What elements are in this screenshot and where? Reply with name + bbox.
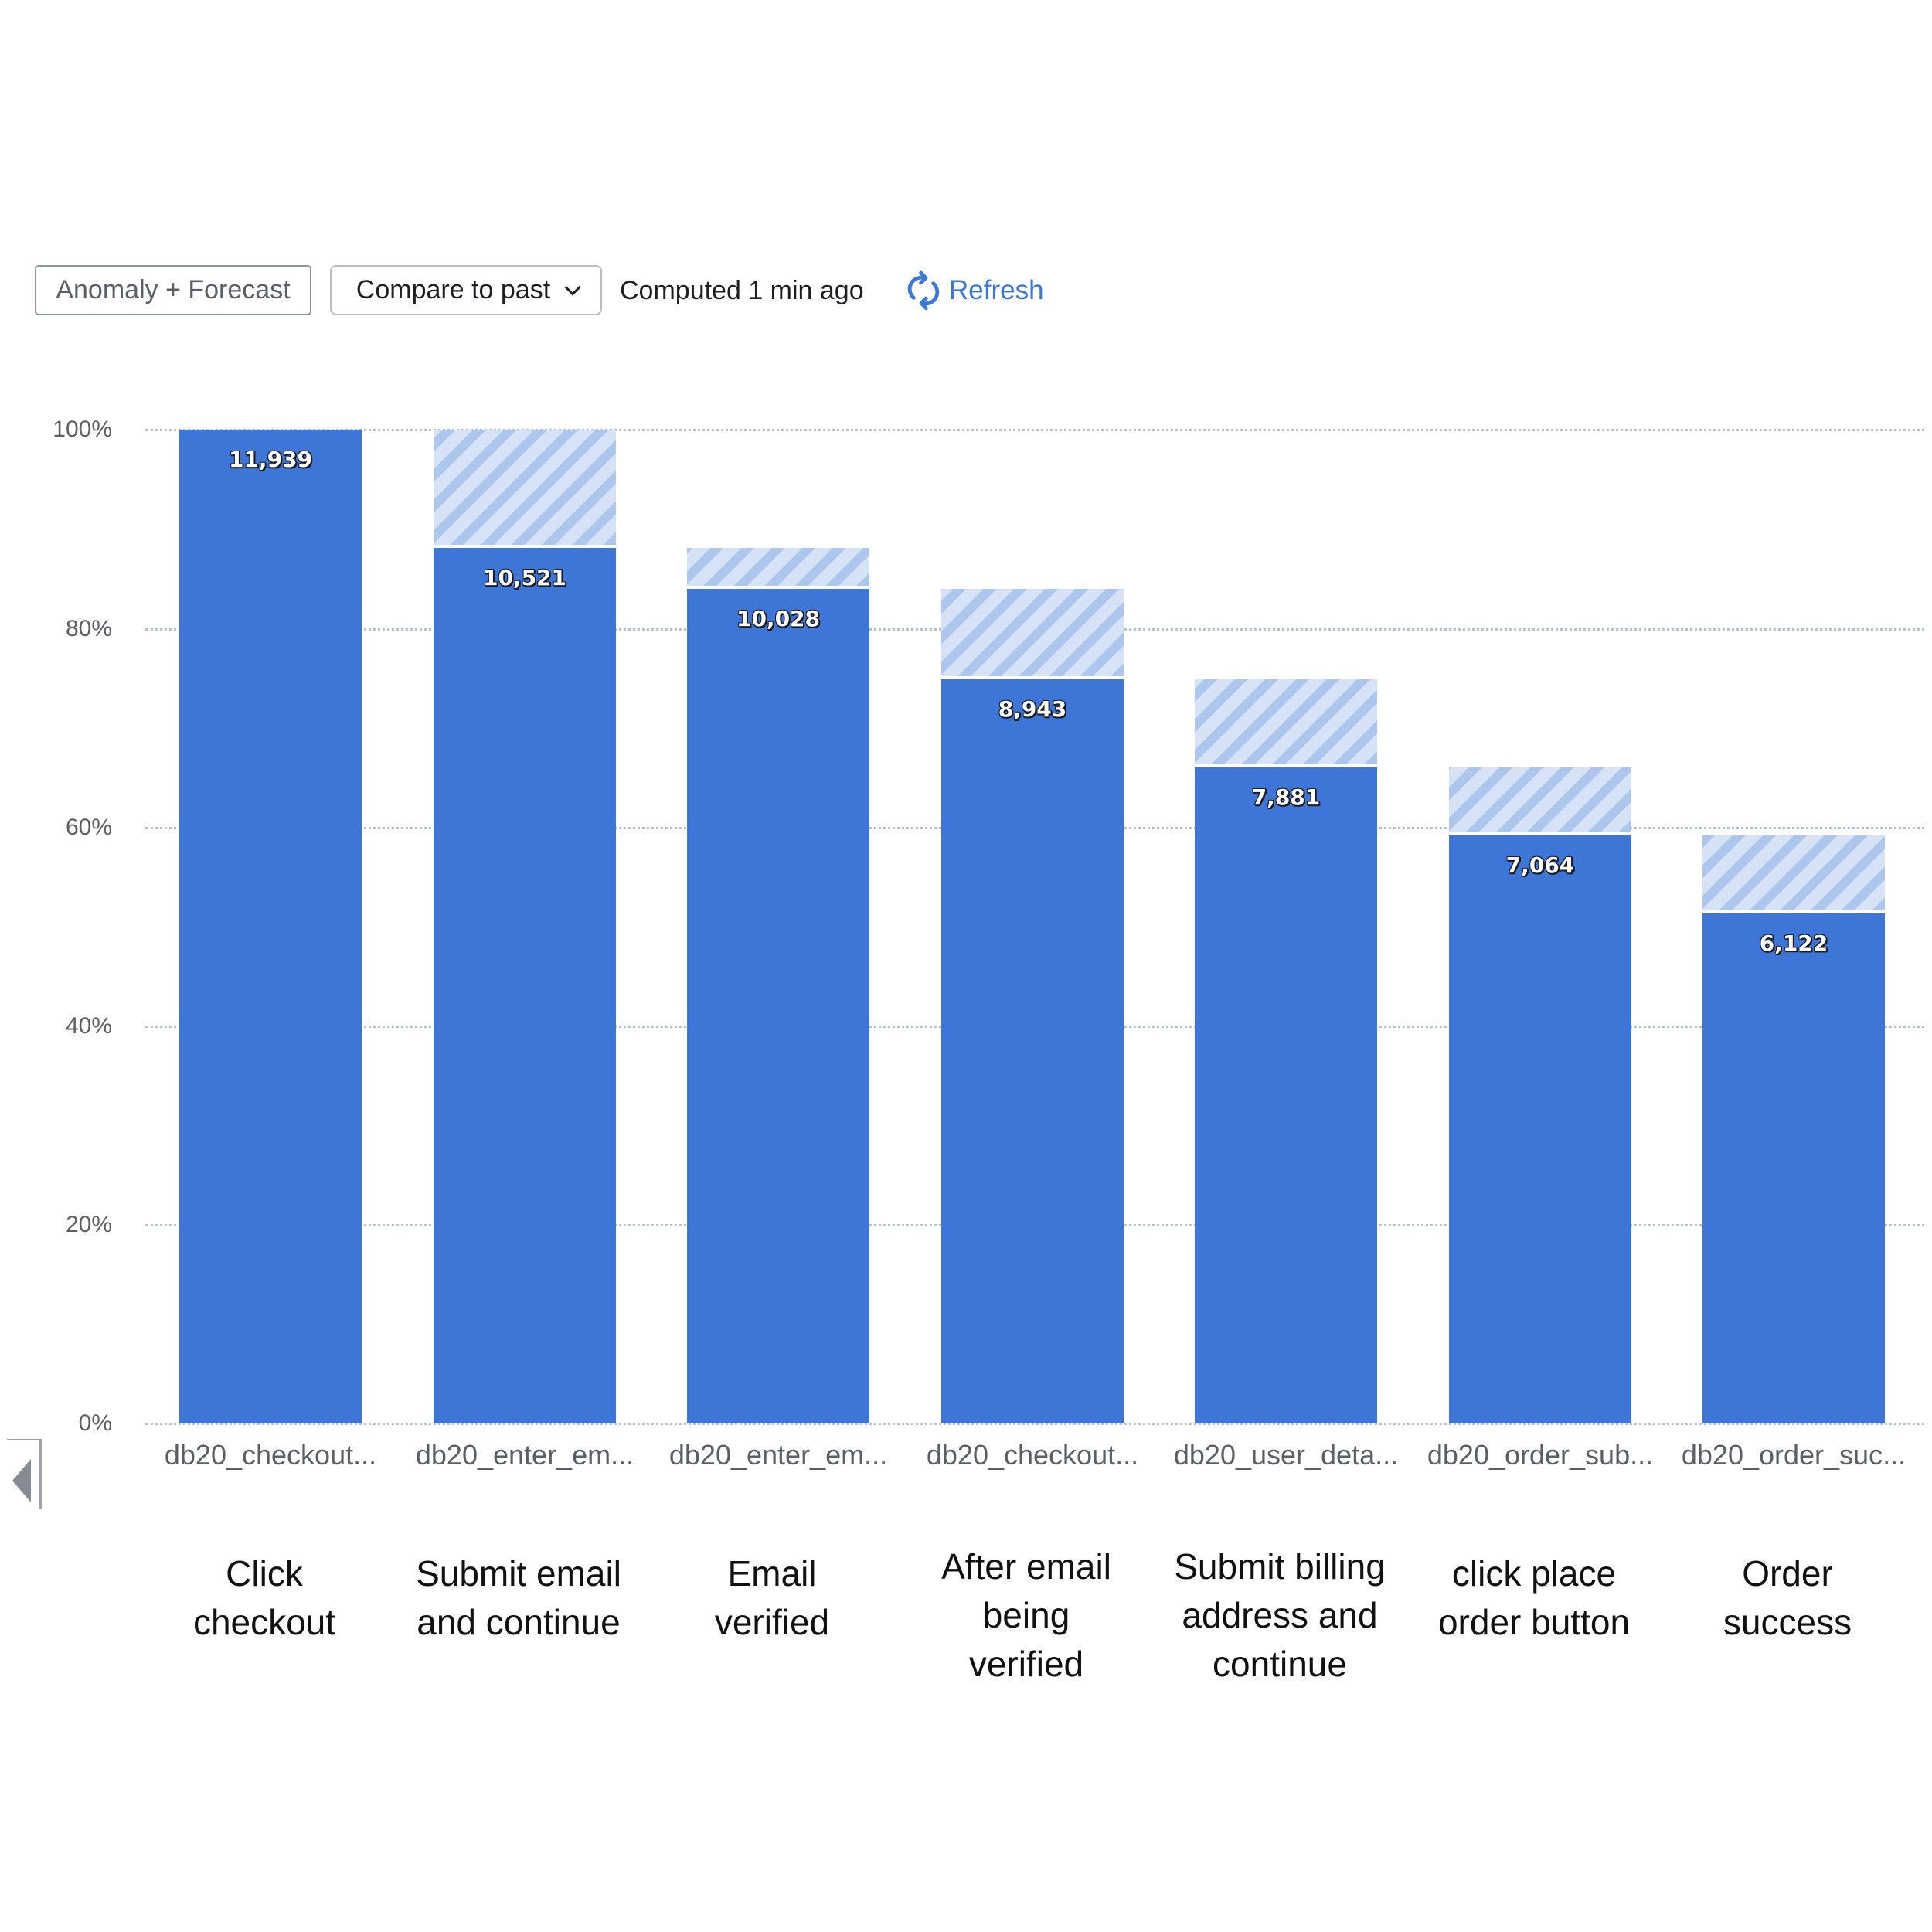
converted-segment[interactable]: 8,943	[941, 679, 1124, 1423]
refresh-button[interactable]: Refresh	[906, 269, 1044, 312]
step-description-line: Submit billing	[1174, 1546, 1386, 1587]
anomaly-forecast-label: Anomaly + Forecast	[56, 275, 291, 304]
step-description-line: Submit email	[416, 1553, 621, 1594]
x-axis-label[interactable]: db20_order_suc...	[1681, 1439, 1906, 1471]
compare-to-past-label: Compare to past	[355, 275, 551, 304]
refresh-icon	[907, 270, 940, 311]
step-description-line: verified	[714, 1602, 830, 1642]
chart-toolbar: Anomaly + Forecast Compare to past Compu…	[0, 0, 1932, 355]
step-description: Submit billing address and continue	[1156, 1543, 1403, 1689]
step-description-line: continue	[1213, 1644, 1347, 1684]
step-description-line: verified	[968, 1644, 1084, 1684]
step-description: Order success	[1664, 1549, 1911, 1647]
step-description: After email being verified	[903, 1543, 1150, 1689]
step-description-line: order button	[1437, 1602, 1631, 1642]
step-description: click place order button	[1410, 1549, 1658, 1647]
converted-segment[interactable]: 10,521	[434, 548, 616, 1423]
y-tick-0: 0%	[78, 1410, 112, 1436]
converted-segment[interactable]: 7,881	[1195, 767, 1377, 1423]
step-description-line: After email	[941, 1546, 1111, 1587]
bar-value-label: 6,122	[1759, 930, 1828, 957]
bar-value-label: 7,881	[1251, 784, 1321, 811]
dropoff-hatched-segment[interactable]	[1195, 679, 1377, 768]
y-tick-20: 20%	[65, 1212, 112, 1237]
converted-segment[interactable]: 11,939	[179, 430, 362, 1423]
step-description: Submit email and continue	[395, 1549, 642, 1647]
bar-value-label: 7,064	[1505, 852, 1575, 878]
compare-to-past-dropdown[interactable]: Compare to past	[330, 265, 602, 315]
x-axis-label[interactable]: db20_checkout...	[926, 1439, 1139, 1471]
y-tick-80: 80%	[65, 616, 112, 641]
converted-segment[interactable]: 6,122	[1702, 913, 1885, 1423]
y-tick-60: 60%	[65, 815, 112, 840]
step-description-line: Click	[226, 1553, 303, 1594]
chevron-down-icon	[564, 279, 581, 296]
y-tick-40: 40%	[65, 1013, 112, 1039]
step-description-line: success	[1723, 1602, 1852, 1642]
step-description: Click checkout	[141, 1549, 388, 1647]
anomaly-forecast-button[interactable]: Anomaly + Forecast	[35, 265, 311, 315]
step-description-line: checkout	[192, 1602, 336, 1642]
gridline-0	[145, 1423, 1924, 1425]
scroll-bracket	[7, 1439, 42, 1509]
converted-segment[interactable]: 7,064	[1449, 835, 1631, 1423]
step-description-line: Order	[1742, 1553, 1833, 1594]
bar-value-label: 8,943	[998, 696, 1067, 722]
step-description-line: click place	[1451, 1553, 1617, 1594]
scroll-left-button[interactable]	[7, 1439, 42, 1509]
bar-value-label: 10,028	[736, 605, 821, 631]
bar-value-label: 11,939	[228, 447, 313, 472]
x-axis-label[interactable]: db20_enter_em...	[668, 1439, 888, 1471]
caret-left-icon	[12, 1459, 31, 1502]
x-axis-label[interactable]: db20_user_deta...	[1173, 1439, 1399, 1471]
step-description: Email verified	[648, 1549, 896, 1647]
step-description-line: and continue	[417, 1602, 621, 1642]
dropoff-hatched-segment[interactable]	[941, 588, 1124, 679]
step-description-line: Email	[727, 1553, 817, 1594]
refresh-label: Refresh	[949, 275, 1044, 305]
step-description-line: being	[982, 1595, 1070, 1635]
x-axis-label[interactable]: db20_checkout...	[164, 1439, 377, 1471]
gridline-100	[145, 429, 1924, 431]
dropoff-hatched-segment[interactable]	[687, 548, 869, 589]
bar-value-label: 10,521	[482, 565, 567, 591]
y-tick-100: 100%	[53, 417, 112, 442]
converted-segment[interactable]: 10,028	[687, 588, 869, 1423]
x-axis-label[interactable]: db20_enter_em...	[415, 1439, 634, 1471]
step-description-line: address and	[1182, 1595, 1378, 1635]
dropoff-hatched-segment[interactable]	[1449, 767, 1631, 835]
dropoff-hatched-segment[interactable]	[1702, 835, 1885, 914]
x-axis-label[interactable]: db20_order_sub...	[1427, 1439, 1654, 1471]
dropoff-hatched-segment[interactable]	[434, 430, 616, 549]
computed-status: Computed 1 min ago	[620, 276, 864, 305]
